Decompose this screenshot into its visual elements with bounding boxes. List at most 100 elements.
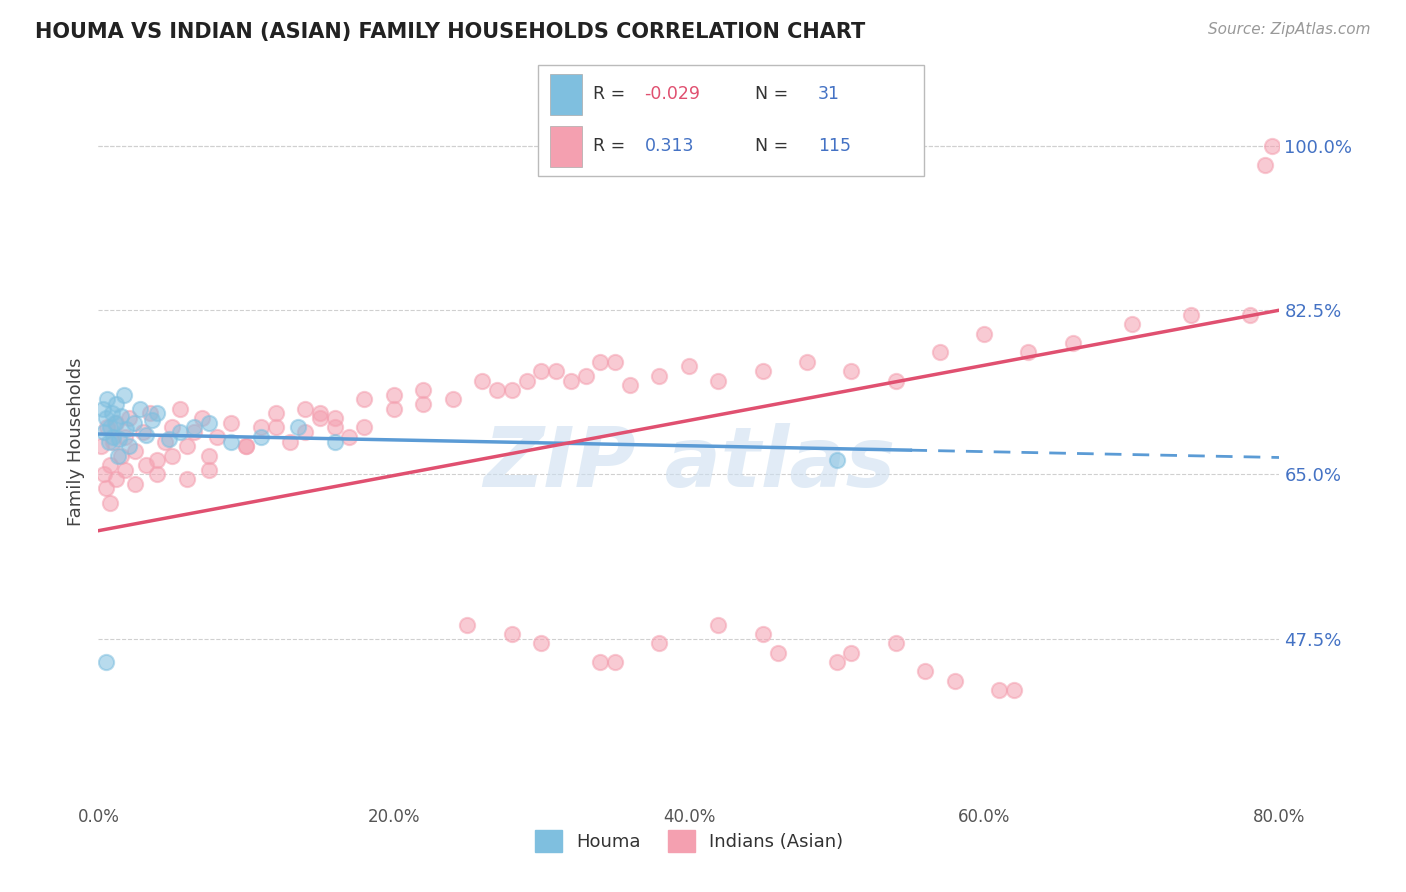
Point (135, 458, 157, 472)
Point (90, 439, 112, 453)
Point (929, 345, 952, 359)
Point (146, 467, 169, 482)
Point (589, 355, 612, 369)
Point (176, 439, 198, 453)
Point (530, 364, 553, 378)
Point (169, 401, 191, 416)
Point (412, 383, 434, 397)
Point (382, 401, 405, 416)
Text: 31: 31 (818, 85, 839, 103)
Point (1180, 308, 1202, 322)
Point (96, 392, 118, 407)
Text: ZIP atlas: ZIP atlas (482, 423, 896, 504)
Text: HOUMA VS INDIAN (ASIAN) FAMILY HOUSEHOLDS CORRELATION CHART: HOUMA VS INDIAN (ASIAN) FAMILY HOUSEHOLD… (35, 22, 866, 42)
Point (205, 430, 228, 444)
Point (198, 463, 221, 477)
Point (235, 439, 257, 453)
Point (280, 434, 302, 449)
Point (1002, 683, 1025, 698)
Point (169, 425, 191, 439)
Point (146, 453, 169, 467)
Point (198, 416, 221, 430)
Point (124, 444, 146, 458)
Point (94, 482, 117, 496)
Point (104, 416, 127, 430)
Point (294, 425, 316, 439)
Point (825, 655, 848, 669)
Point (264, 406, 287, 420)
Point (501, 383, 523, 397)
Bar (550, 74, 582, 114)
Point (114, 430, 136, 444)
Point (108, 432, 131, 446)
Point (707, 374, 730, 388)
Point (176, 472, 198, 486)
Point (103, 434, 125, 449)
Point (294, 401, 316, 416)
Point (1254, 158, 1277, 172)
Point (105, 416, 128, 430)
Point (94, 411, 117, 425)
Point (752, 364, 775, 378)
Point (114, 463, 136, 477)
Point (183, 420, 205, 434)
Point (139, 406, 162, 420)
Point (110, 409, 132, 424)
Point (1062, 336, 1084, 351)
Point (157, 432, 180, 446)
Point (501, 627, 523, 641)
Point (648, 368, 671, 383)
Point (884, 374, 907, 388)
Point (841, 646, 863, 660)
Point (825, 453, 848, 467)
Point (110, 449, 132, 463)
Point (128, 401, 150, 416)
Point (162, 449, 183, 463)
Point (1121, 318, 1143, 332)
Point (914, 665, 936, 679)
Point (98, 458, 121, 472)
Point (323, 411, 346, 425)
Point (221, 434, 243, 449)
Text: N =: N = (755, 137, 793, 155)
Text: R =: R = (593, 137, 631, 155)
Point (198, 449, 221, 463)
Point (339, 430, 361, 444)
Point (353, 392, 375, 407)
Point (132, 425, 155, 439)
Point (648, 636, 671, 650)
Point (707, 617, 730, 632)
Point (605, 655, 627, 669)
Point (412, 397, 434, 411)
Legend: Houma, Indians (Asian): Houma, Indians (Asian) (527, 822, 851, 859)
Point (441, 392, 464, 407)
Point (118, 411, 141, 425)
Point (471, 374, 494, 388)
Point (97, 434, 120, 449)
Point (93, 425, 115, 439)
Point (309, 406, 332, 420)
Point (530, 636, 553, 650)
Point (115, 422, 138, 436)
Point (124, 476, 146, 491)
Point (118, 439, 141, 453)
Point (605, 355, 627, 369)
Text: 0.313: 0.313 (644, 137, 695, 155)
Point (382, 387, 405, 401)
Point (94, 655, 117, 669)
Point (98, 420, 121, 434)
Point (516, 374, 538, 388)
Point (973, 326, 995, 341)
Point (91, 401, 114, 416)
Point (619, 378, 641, 392)
Point (589, 655, 612, 669)
Point (191, 411, 214, 425)
Point (122, 416, 145, 430)
Point (353, 420, 375, 434)
Text: R =: R = (593, 85, 631, 103)
Point (943, 673, 966, 688)
Point (235, 439, 257, 453)
Point (796, 355, 818, 369)
Point (766, 646, 789, 660)
Point (323, 434, 346, 449)
